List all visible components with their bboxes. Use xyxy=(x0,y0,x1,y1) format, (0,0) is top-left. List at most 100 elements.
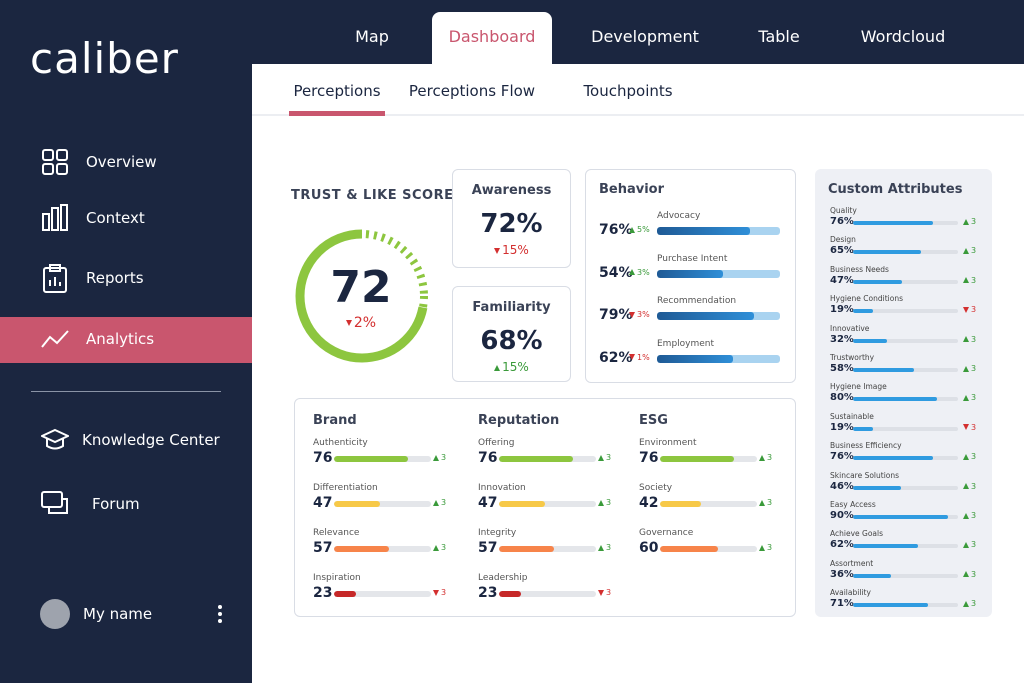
metric-label: Society xyxy=(639,483,673,493)
change-value: 3 xyxy=(971,540,977,550)
nav-item[interactable]: Reports xyxy=(86,269,144,287)
attribute-value: 46% xyxy=(830,480,854,492)
bar-track xyxy=(853,221,958,225)
top-tab[interactable]: Development xyxy=(591,27,699,46)
change-value: 3 xyxy=(971,422,977,432)
attribute-change: 3 xyxy=(963,423,976,432)
top-tab[interactable]: Table xyxy=(758,27,800,46)
attribute-value: 65% xyxy=(830,245,854,257)
bar-track xyxy=(334,501,431,507)
bar xyxy=(853,279,903,284)
behavior-change: 3% xyxy=(629,268,650,277)
bar-track xyxy=(499,501,596,507)
metric-change: 3 xyxy=(598,588,611,597)
behavior-change: 1% xyxy=(629,353,650,362)
bar xyxy=(853,397,937,402)
attribute-label: Assortment xyxy=(830,558,874,568)
behavior-value: 79% xyxy=(599,307,633,323)
metric-value: 76 xyxy=(313,450,333,466)
kpi-change: 15% xyxy=(453,360,570,374)
bar xyxy=(853,603,928,608)
behavior-change: 3% xyxy=(629,310,650,319)
behavior-label: Advocacy xyxy=(657,211,701,221)
sub-tab[interactable]: Touchpoints xyxy=(583,82,673,100)
trend-arrow xyxy=(629,354,635,360)
change-value: 1% xyxy=(637,352,650,362)
trend-arrow xyxy=(598,499,604,506)
bar xyxy=(853,485,902,490)
nav-icon xyxy=(41,330,69,348)
bar xyxy=(853,515,948,519)
trend-arrow xyxy=(963,365,969,372)
metric-label: Innovation xyxy=(478,483,526,493)
bar-track xyxy=(334,546,431,552)
avatar[interactable] xyxy=(40,599,70,629)
more-icon[interactable] xyxy=(216,604,224,624)
active-tab-bg xyxy=(432,12,552,66)
nav-item[interactable]: Context xyxy=(86,209,145,227)
bar xyxy=(660,456,734,462)
trend-arrow xyxy=(963,277,969,284)
sub-tab[interactable]: Perceptions xyxy=(293,82,381,100)
nav-divider xyxy=(31,391,221,392)
nav-item[interactable]: Forum xyxy=(92,495,140,513)
change-value: 3 xyxy=(441,588,447,597)
attribute-value: 76% xyxy=(830,216,854,227)
top-tab[interactable]: Map xyxy=(355,27,389,46)
trend-arrow xyxy=(433,544,439,551)
bar xyxy=(657,227,751,235)
top-tab[interactable]: Wordcloud xyxy=(860,27,946,46)
behavior-label: Employment xyxy=(657,338,715,349)
trend-arrow xyxy=(963,336,969,343)
groups-card xyxy=(294,398,796,617)
change-value: 2% xyxy=(353,315,377,331)
change-value: 3 xyxy=(441,543,447,552)
bar xyxy=(499,546,555,552)
nav-item[interactable]: Analytics xyxy=(86,330,155,348)
metric-label: Relevance xyxy=(313,528,360,538)
change-value: 3 xyxy=(606,453,612,462)
bar xyxy=(660,501,701,507)
metric-label: Inspiration xyxy=(313,573,361,583)
top-tab[interactable]: Dashboard xyxy=(448,27,536,46)
nav-icon xyxy=(43,264,67,293)
change-value: 3% xyxy=(637,267,650,277)
change-value: 3 xyxy=(971,217,977,226)
attribute-value: 71% xyxy=(830,598,854,610)
metric-change: 3 xyxy=(598,543,611,552)
metric-label: Integrity xyxy=(478,528,517,538)
nav-item[interactable]: Knowledge Center xyxy=(82,431,220,449)
change-value: 3 xyxy=(971,452,977,462)
bar xyxy=(853,368,914,372)
attribute-change: 3 xyxy=(963,335,976,344)
change-value: 3 xyxy=(606,498,612,507)
bar-track xyxy=(660,546,757,552)
trend-arrow xyxy=(598,454,604,461)
bar xyxy=(853,456,933,461)
trend-arrow xyxy=(629,226,635,233)
attribute-change: 3 xyxy=(963,511,976,520)
custom-card xyxy=(815,169,992,617)
attribute-label: Sustainable xyxy=(830,411,874,421)
nav-icon xyxy=(42,204,68,231)
kpi-card: Awareness 72% 15% xyxy=(452,169,571,268)
logo[interactable]: caliber xyxy=(30,34,179,83)
bar-track xyxy=(334,456,431,462)
bar xyxy=(334,456,408,462)
attribute-value: 90% xyxy=(830,510,854,521)
metric-value: 23 xyxy=(313,585,333,601)
behavior-value: 76% xyxy=(599,222,633,238)
attribute-change: 3 xyxy=(963,305,976,314)
sub-tab[interactable]: Perceptions Flow xyxy=(408,82,536,100)
bar xyxy=(853,250,922,255)
attribute-label: Hygiene Conditions xyxy=(830,294,903,304)
nav-icon xyxy=(42,149,68,175)
bar-track xyxy=(853,515,958,519)
behavior-label: Purchase Intent xyxy=(657,253,728,264)
attribute-label: Business Efficiency xyxy=(830,441,902,451)
attribute-value: 36% xyxy=(830,568,854,580)
bar xyxy=(334,591,357,597)
nav-item[interactable]: Overview xyxy=(86,153,157,171)
user-name[interactable]: My name xyxy=(83,605,153,623)
custom-title: Custom Attributes xyxy=(828,182,963,197)
